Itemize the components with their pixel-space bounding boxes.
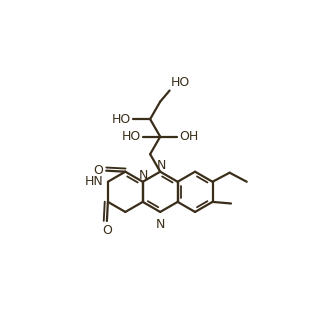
Text: N: N <box>156 159 166 172</box>
Text: N: N <box>155 218 165 231</box>
Text: HO: HO <box>171 76 190 89</box>
Text: O: O <box>93 164 103 177</box>
Text: HO: HO <box>121 130 141 143</box>
Text: N: N <box>139 169 149 182</box>
Text: O: O <box>102 224 112 237</box>
Text: HN: HN <box>85 175 104 188</box>
Text: HO: HO <box>111 113 130 126</box>
Text: OH: OH <box>180 130 199 143</box>
